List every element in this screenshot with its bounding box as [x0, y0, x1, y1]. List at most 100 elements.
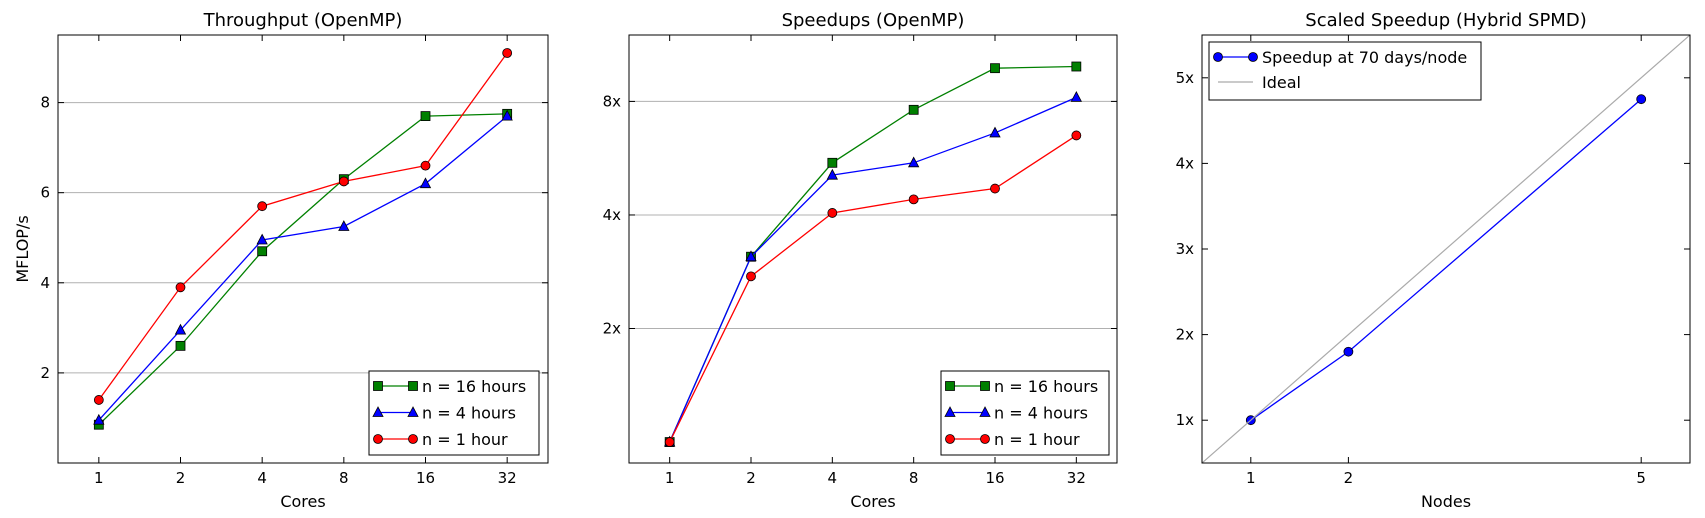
series-speedup-at-70-days-node	[1245, 94, 1647, 426]
data-point	[420, 160, 431, 171]
legend: n = 16 hours n = 4 hours n = 1 hour	[940, 370, 1110, 456]
x-axis-label: Nodes	[1421, 492, 1471, 511]
data-point	[1343, 346, 1354, 357]
legend-marker	[408, 381, 418, 391]
data-point	[989, 126, 1001, 138]
data-point	[501, 109, 513, 121]
data-point	[908, 194, 919, 205]
legend-marker	[372, 406, 384, 417]
legend-entry: n = 16 hours	[994, 377, 1098, 396]
data-point	[908, 156, 920, 168]
chart-title: Speedups (OpenMP)	[782, 10, 965, 31]
x-tick-label: 8	[339, 469, 349, 487]
x-tick-label: 2	[1344, 469, 1354, 487]
data-point	[1070, 91, 1082, 102]
series-n-4-hours	[93, 109, 513, 425]
legend: n = 16 hours n = 4 hours n = 1 hour	[368, 370, 540, 456]
chart-panel-1: 2 4 6 8 1 2 4 8 16 32 Throughput (OpenMP) Cores MFLO…	[13, 10, 549, 511]
data-point	[256, 233, 268, 245]
y-tick-label: 2x	[1176, 326, 1195, 344]
y-tick-label: 5x	[1176, 69, 1195, 87]
x-tick-label: 32	[1067, 469, 1086, 487]
chart-panel-2: 2x 4x 8x 1 2 4 8 16 32 Speedups (OpenMP) Cores n = …	[603, 10, 1118, 511]
series-n-1-hour	[664, 130, 1082, 447]
series-line	[98, 52, 508, 401]
y-tick-label: 1x	[1176, 411, 1195, 429]
series-line	[98, 113, 508, 426]
series-line	[669, 134, 1077, 443]
x-tick-label: 4	[257, 469, 267, 487]
data-point	[257, 246, 268, 257]
data-point	[1636, 94, 1647, 105]
data-point	[826, 168, 838, 180]
y-tick-label: 4x	[603, 206, 622, 224]
chart-title: Throughput (OpenMP)	[203, 10, 403, 31]
legend-marker	[373, 381, 383, 391]
plot-frame	[1201, 34, 1691, 464]
data-point	[420, 111, 431, 121]
legend-marker	[945, 434, 955, 444]
y-tick-label: 8	[40, 94, 50, 112]
x-tick-label: 32	[498, 469, 517, 487]
plot-frame	[57, 34, 549, 464]
legend-marker	[980, 381, 990, 391]
data-point	[338, 176, 349, 187]
plot-area	[664, 61, 1082, 447]
legend-box	[1208, 41, 1482, 101]
y-tick-label: 4	[40, 274, 50, 292]
series-ideal	[1202, 35, 1690, 463]
series-line	[98, 115, 508, 421]
x-tick-label: 5	[1636, 469, 1646, 487]
legend-marker	[1213, 52, 1223, 62]
data-point	[745, 250, 757, 262]
x-tick-label: 4	[828, 469, 838, 487]
data-point	[174, 323, 187, 335]
data-point	[827, 208, 838, 218]
series-line	[1202, 35, 1690, 463]
x-tick-label: 1	[94, 469, 104, 487]
legend-marker	[980, 434, 990, 444]
y-tick-label: 8x	[603, 92, 622, 110]
legend-marker	[373, 434, 383, 444]
legend: Speedup at 70 days/node Ideal	[1208, 41, 1482, 101]
data-point	[827, 157, 838, 168]
legend-marker	[408, 434, 418, 444]
legend-entry: Speedup at 70 days/node	[1262, 48, 1467, 67]
x-tick-label: 1	[665, 469, 675, 487]
data-point	[175, 340, 186, 351]
x-axis-label: Cores	[280, 492, 325, 511]
x-tick-label: 16	[416, 469, 435, 487]
data-point	[93, 413, 105, 425]
data-point	[990, 183, 1000, 194]
legend-entry: Ideal	[1262, 73, 1301, 92]
x-tick-label: 16	[985, 469, 1004, 487]
legend-entry: n = 4 hours	[422, 404, 516, 423]
legend-marker	[945, 381, 955, 391]
y-tick-label: 2	[40, 364, 50, 382]
x-axis-label: Cores	[850, 492, 895, 511]
data-point	[338, 220, 350, 231]
plot-frame	[628, 34, 1118, 464]
x-tick-label: 2	[746, 469, 756, 487]
legend-marker	[407, 406, 419, 417]
data-point	[664, 437, 675, 447]
data-point	[990, 63, 1000, 74]
y-tick-label: 3x	[1176, 240, 1195, 258]
data-point	[1071, 61, 1082, 72]
legend-entry: n = 1 hour	[994, 430, 1080, 449]
x-tick-label: 2	[176, 469, 186, 487]
legend-entry: n = 1 hour	[422, 430, 508, 449]
data-point	[1071, 130, 1082, 141]
chart-panel-3: 1x 2x 3x 4x 5x 1 2 5 Scaled Speedup (Hybrid SPMD…	[1176, 10, 1691, 511]
plot-area	[1202, 35, 1690, 463]
series-n-1-hour	[93, 48, 513, 405]
series-line	[1250, 98, 1642, 421]
data-point	[175, 282, 186, 293]
data-point	[502, 48, 513, 58]
y-axis-label: MFLOP/s	[13, 215, 32, 282]
data-point	[93, 395, 104, 405]
data-point	[257, 201, 268, 212]
y-tick-label: 4x	[1176, 154, 1195, 172]
legend-marker	[979, 406, 991, 417]
